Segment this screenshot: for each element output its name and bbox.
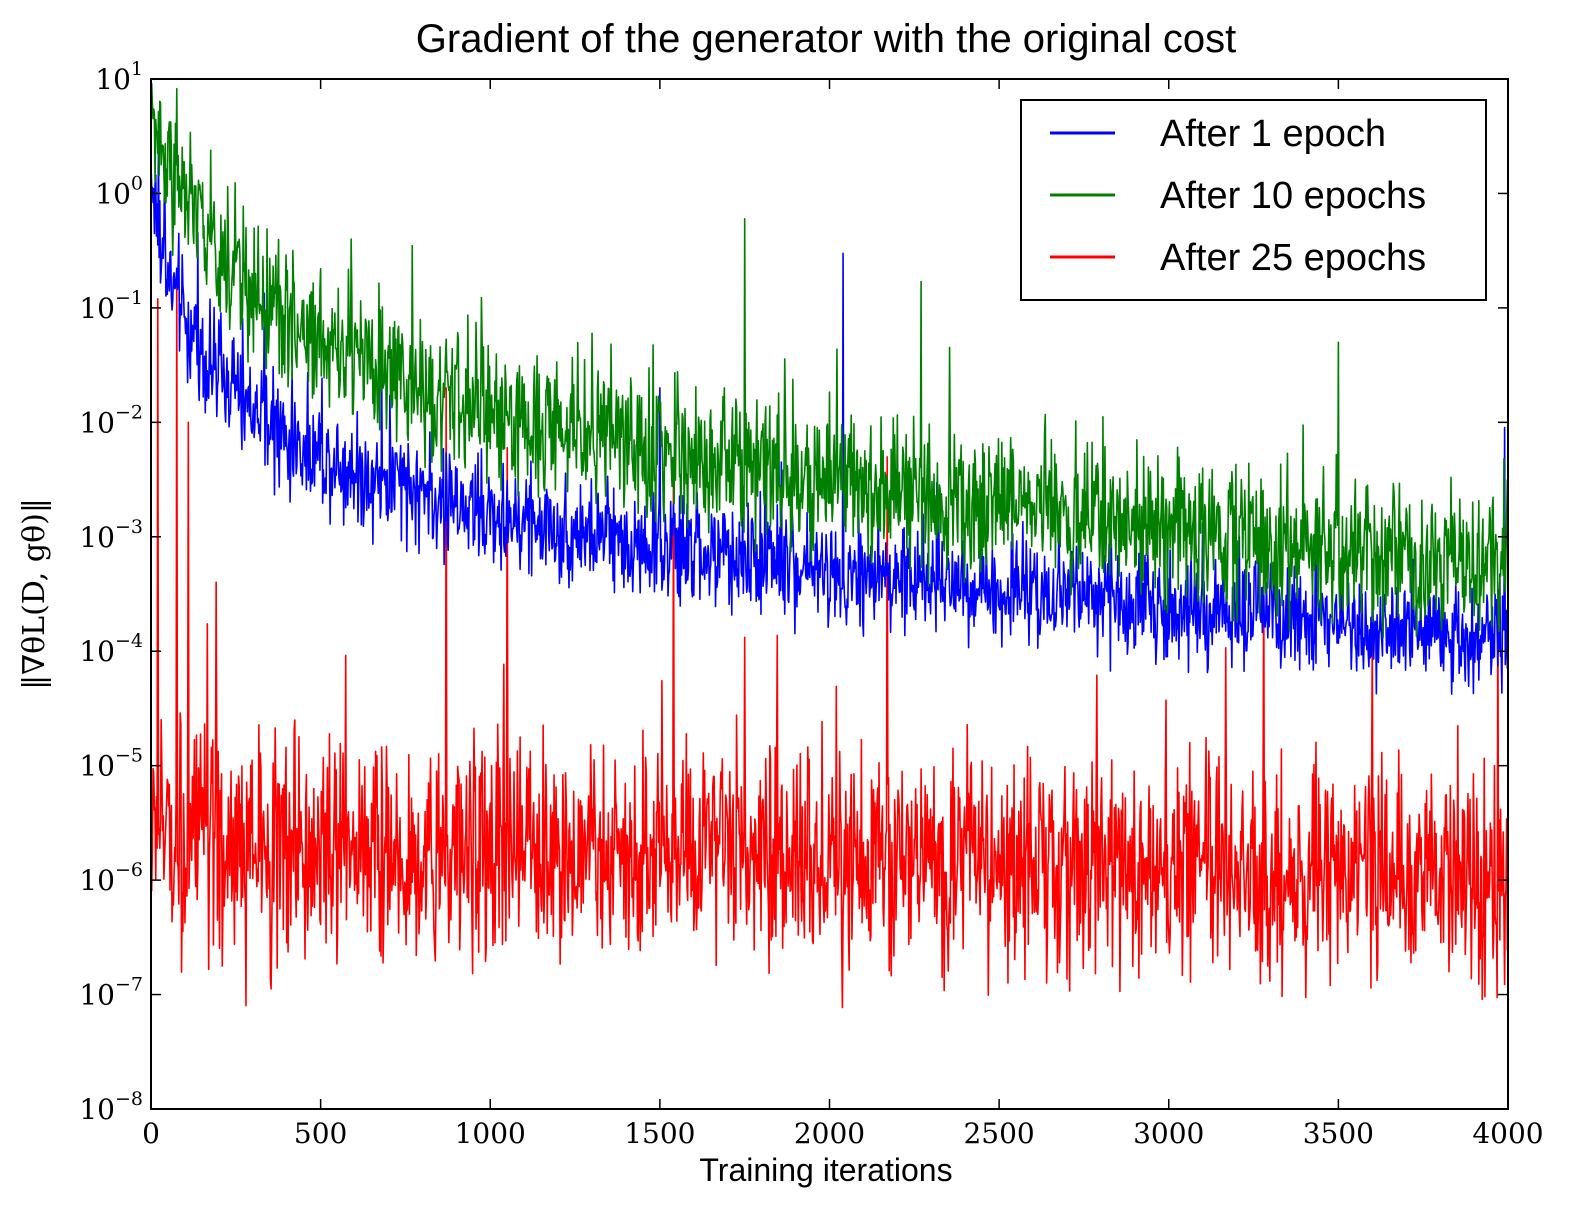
legend-label-1: After 10 epochs: [1160, 175, 1426, 217]
y-tick-exponent: −5: [115, 745, 143, 767]
y-tick-base: 10: [79, 1093, 115, 1126]
y-tick-label: 10−7: [79, 974, 143, 1012]
y-tick-exponent: −2: [115, 401, 143, 423]
y-tick-label: 10−5: [79, 745, 143, 783]
y-axis-label: ‖∇θL(D, gθ)‖: [17, 498, 52, 690]
ticks-layer: 0 500 1000 1500 2000 2500 3000 3500 400010110010…: [79, 58, 1543, 1150]
y-tick-base: 10: [79, 750, 115, 783]
y-tick-base: 10: [79, 979, 115, 1012]
x-tick-label: 3000: [1133, 1117, 1204, 1150]
chart-title: Gradient of the generator with the origi…: [416, 17, 1236, 61]
x-tick-label: 2000: [794, 1117, 865, 1150]
y-tick-base: 10: [95, 177, 131, 210]
series-line-1: [151, 82, 1508, 639]
y-tick-label: 100: [95, 172, 143, 210]
y-tick-label: 10−1: [79, 287, 143, 325]
y-tick-label: 10−2: [79, 401, 143, 439]
y-tick-base: 10: [79, 635, 115, 668]
x-tick-label: 500: [294, 1117, 347, 1150]
legend-label-0: After 1 epoch: [1160, 113, 1386, 155]
y-tick-exponent: −8: [115, 1088, 143, 1110]
x-axis-label: Training iterations: [699, 1152, 952, 1188]
x-tick-label: 1500: [624, 1117, 695, 1150]
y-tick-label: 10−6: [79, 859, 143, 897]
y-tick-base: 10: [79, 521, 115, 554]
y-tick-label: 101: [95, 58, 143, 96]
y-tick-label: 10−8: [79, 1088, 143, 1126]
y-tick-exponent: −7: [115, 974, 143, 996]
x-tick-label: 4000: [1472, 1117, 1543, 1150]
series-line-0: [151, 147, 1508, 695]
legend: After 1 epoch After 10 epochs After 25 epo…: [1020, 99, 1487, 301]
y-tick-base: 10: [79, 406, 115, 439]
y-tick-base: 10: [79, 292, 115, 325]
x-tick-label: 1000: [455, 1117, 526, 1150]
y-tick-exponent: 0: [131, 172, 143, 194]
series-layer: [151, 82, 1508, 1009]
y-tick-base: 10: [79, 864, 115, 897]
y-tick-exponent: 1: [131, 58, 143, 80]
x-tick-label: 3500: [1303, 1117, 1374, 1150]
y-tick-exponent: −1: [115, 287, 143, 309]
legend-label-2: After 25 epochs: [1160, 237, 1426, 279]
x-tick-label: 0: [142, 1117, 160, 1150]
y-tick-label: 10−4: [79, 630, 143, 668]
y-tick-base: 10: [95, 63, 131, 96]
series-line-2: [151, 272, 1508, 1009]
y-tick-exponent: −4: [115, 630, 143, 652]
y-tick-exponent: −6: [115, 859, 143, 881]
y-tick-label: 10−3: [79, 516, 143, 554]
y-tick-exponent: −3: [115, 516, 143, 538]
x-tick-label: 2500: [963, 1117, 1034, 1150]
